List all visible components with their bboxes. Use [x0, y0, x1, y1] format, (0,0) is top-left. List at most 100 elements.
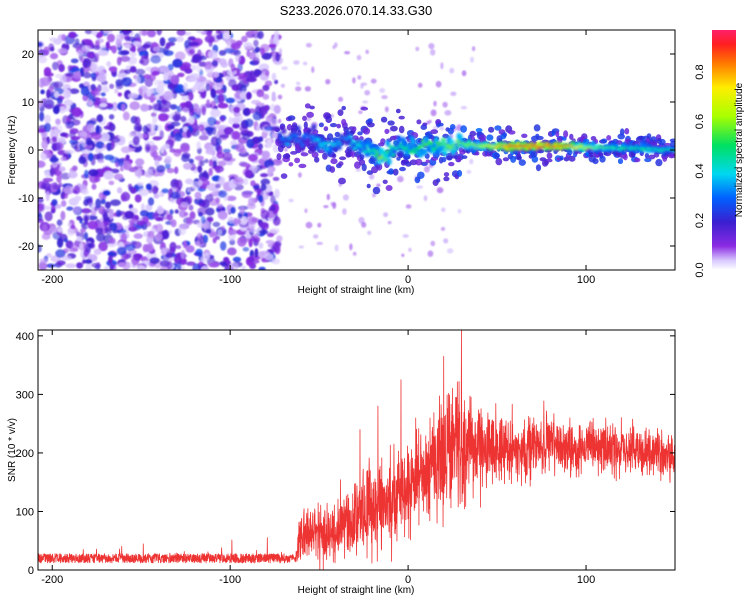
noise-speckle [99, 44, 108, 49]
noise-speckle [104, 154, 115, 161]
noise-speckle [440, 226, 446, 231]
ridge-halo [478, 134, 487, 141]
ridge-core [422, 148, 428, 156]
ridge-halo [290, 151, 298, 155]
noise-speckle [154, 233, 163, 241]
ridge-halo [329, 123, 338, 128]
noise-speckle [120, 191, 131, 202]
noise-speckle [207, 116, 217, 127]
noise-speckle [106, 61, 112, 67]
noise-speckle [138, 87, 144, 94]
noise-speckle [183, 240, 187, 249]
noise-speckle [165, 43, 171, 49]
ridge-halo [311, 151, 319, 158]
ridge-core [345, 129, 351, 137]
ridge-halo [380, 116, 388, 123]
ridge-halo [443, 176, 450, 182]
noise-speckle [305, 42, 312, 48]
noise-speckle [98, 69, 106, 80]
noise-speckle [38, 244, 42, 253]
noise-speckle [149, 145, 159, 152]
noise-speckle [176, 30, 186, 36]
noise-speckle [260, 47, 265, 56]
noise-speckle [84, 30, 93, 35]
noise-speckle [169, 209, 174, 215]
noise-speckle [258, 221, 269, 229]
noise-speckle [330, 113, 334, 119]
noise-speckle [277, 118, 282, 124]
spectrogram-y-tick-label: 0 [28, 145, 34, 157]
noise-speckle [174, 132, 183, 142]
spectrogram-x-label: Height of straight line (km) [298, 285, 415, 296]
noise-speckle [173, 148, 182, 157]
noise-speckle [188, 41, 200, 47]
noise-speckle [84, 169, 89, 179]
ridge-halo [382, 179, 388, 184]
noise-speckle [175, 36, 184, 43]
noise-speckle [384, 106, 389, 113]
noise-speckle [187, 77, 198, 82]
ridge-core [642, 142, 649, 149]
noise-speckle [245, 77, 257, 83]
noise-speckle [38, 53, 43, 60]
colorbar-tick-label: 0.2 [694, 213, 706, 228]
ridge-halo [648, 154, 656, 160]
snr-x-label: Height of straight line (km) [298, 585, 415, 596]
noise-speckle [152, 46, 160, 52]
ridge-halo [568, 155, 576, 162]
ridge-halo [594, 139, 599, 144]
noise-speckle [367, 230, 372, 235]
ridge-core [410, 138, 416, 146]
noise-speckle [217, 210, 228, 220]
noise-speckle [60, 210, 66, 221]
noise-speckle [58, 63, 65, 73]
noise-speckle [108, 237, 116, 244]
ridge-peak [441, 138, 446, 142]
noise-speckle [71, 242, 79, 252]
noise-speckle [269, 228, 280, 234]
noise-speckle [232, 256, 242, 263]
noise-speckle [38, 42, 43, 47]
noise-speckle [195, 248, 203, 257]
noise-speckle [225, 97, 236, 104]
noise-speckle [73, 71, 82, 80]
noise-speckle [70, 136, 81, 141]
noise-speckle [93, 248, 102, 255]
ridge-halo [276, 153, 282, 161]
noise-speckle [70, 58, 79, 64]
noise-speckle [262, 105, 269, 114]
ridge-halo [546, 152, 553, 159]
noise-speckle [172, 58, 183, 68]
noise-speckle [218, 176, 226, 186]
noise-speckle [40, 89, 45, 95]
ridge-halo [667, 153, 675, 159]
noise-speckle [276, 235, 283, 243]
noise-speckle [188, 204, 194, 211]
noise-speckle [136, 265, 147, 270]
noise-speckle [258, 136, 264, 142]
noise-speckle [151, 70, 160, 76]
noise-speckle [342, 194, 349, 201]
spectrogram-noise [38, 30, 476, 270]
noise-speckle [43, 67, 52, 77]
noise-speckle [387, 221, 392, 225]
ridge-halo [531, 155, 539, 163]
ridge-halo [398, 152, 404, 159]
noise-speckle [241, 35, 248, 43]
noise-speckle [242, 107, 251, 117]
noise-speckle [213, 71, 220, 78]
noise-speckle [241, 265, 247, 270]
noise-speckle [198, 124, 205, 132]
noise-speckle [141, 55, 146, 60]
snr-x-tick-label: -100 [219, 574, 241, 586]
noise-speckle [40, 76, 51, 87]
noise-speckle [107, 251, 115, 256]
ridge-halo [474, 151, 480, 156]
noise-speckle [202, 170, 208, 179]
ridge-peak [391, 153, 396, 157]
noise-speckle [185, 245, 195, 253]
colorbar: 0.0 0.2 0.4 0.6 0.8 Normalized spectral ampl… [694, 30, 745, 278]
noise-speckle [109, 199, 121, 206]
noise-speckle [110, 137, 121, 143]
ridge-halo [535, 164, 542, 172]
